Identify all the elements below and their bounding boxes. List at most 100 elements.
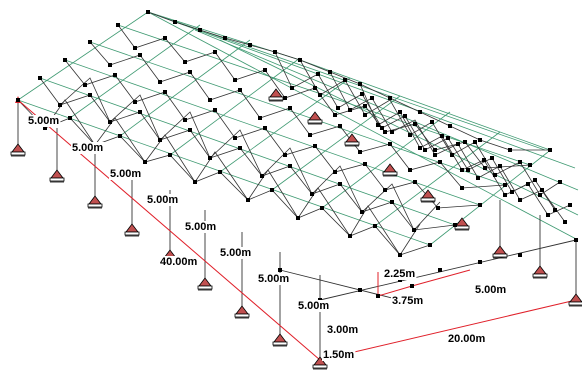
node-marker [418,110,422,114]
node-marker [453,223,457,227]
node-marker [363,104,367,108]
node-marker [478,260,482,264]
node-marker [88,40,92,44]
node-marker [63,58,67,62]
label-backdrop [447,333,487,345]
bay-5-label: 5.00m [185,221,216,233]
node-marker [58,103,62,107]
node-marker [68,116,72,120]
node-marker [348,234,352,238]
pinned-support-icon [49,169,65,183]
node-marker [318,93,322,97]
node-marker [213,50,217,54]
node-marker [218,170,222,174]
node-marker [388,142,392,146]
label-backdrop [184,221,218,233]
node-marker [348,108,352,112]
node-marker [333,170,337,174]
node-marker [296,216,300,220]
node-marker [413,122,417,126]
node-marker [263,68,267,72]
dimension-lines [15,96,579,361]
bay-8-label: 5.00m [298,300,329,312]
node-marker [338,124,342,128]
bay-6-label: 5.00m [220,247,251,259]
label-backdrop [159,256,199,268]
length-dimension-line [17,99,321,361]
node-marker [388,96,392,100]
node-marker [133,100,137,104]
node-marker [333,113,337,117]
node-marker [83,83,87,87]
node-marker [258,116,262,120]
node-marker [248,43,252,47]
node-marker [380,126,384,130]
node-marker [208,156,212,160]
node-marker [320,206,324,210]
node-marker [436,206,440,210]
node-marker [146,10,150,14]
pinned-support-icon [307,111,323,125]
width-dimension-line [319,299,577,361]
node-marker [376,294,380,298]
node-marker [16,98,20,102]
node-marker [343,78,347,82]
nodes [16,10,578,302]
node-marker [238,146,242,150]
node-marker [526,182,530,186]
node-marker [288,106,292,110]
pinned-support-icon [10,143,26,157]
node-marker [540,188,544,192]
bay-3-label: 5.00m [110,168,141,180]
node-marker [518,160,522,164]
pinned-support-icon [312,356,328,370]
total-length-label: 40.00m [160,256,198,268]
node-marker [528,163,532,167]
node-marker [233,136,237,140]
node-marker [408,133,412,137]
node-marker [363,113,367,117]
node-marker [116,23,120,27]
bay-4-label: 5.00m [147,194,178,206]
node-marker [138,110,142,114]
node-marker [438,160,442,164]
dimension-labels: 5.00m 5.00m 5.00m 5.00m 5.00m 5.00m 5.00… [27,115,508,361]
node-marker [483,166,487,170]
pinned-support-icon [344,133,360,147]
pinned-support-icon [197,277,213,291]
node-marker [403,114,407,118]
node-marker [188,70,192,74]
node-marker [383,130,387,134]
node-marker [466,168,470,172]
node-marker [493,173,497,177]
node-marker [273,50,277,54]
pinned-support-icon [124,223,140,237]
node-marker [460,186,464,190]
node-marker [283,96,287,100]
pinned-support-icon [272,333,288,347]
node-marker [198,28,202,32]
total-width-label: 20.00m [448,333,486,345]
node-marker [446,136,450,140]
node-marker [433,153,437,157]
node-marker [133,46,137,50]
node-marker [548,148,552,152]
label-backdrop [109,168,143,180]
node-marker [568,203,572,207]
pinned-support-icon [268,88,284,102]
node-marker [313,86,317,90]
roof-rise-label: 2.25m [384,268,415,280]
node-marker [298,58,302,62]
node-marker [408,168,412,172]
node-marker [208,98,212,102]
node-marker [413,180,417,184]
node-marker [263,126,267,130]
columns [17,100,577,360]
node-marker [418,146,422,150]
pinned-support-icon [87,195,103,209]
bay-2-label: 5.00m [72,142,103,154]
supports [10,88,582,370]
node-marker [283,153,287,157]
base-height-label: 1.50m [323,349,354,361]
